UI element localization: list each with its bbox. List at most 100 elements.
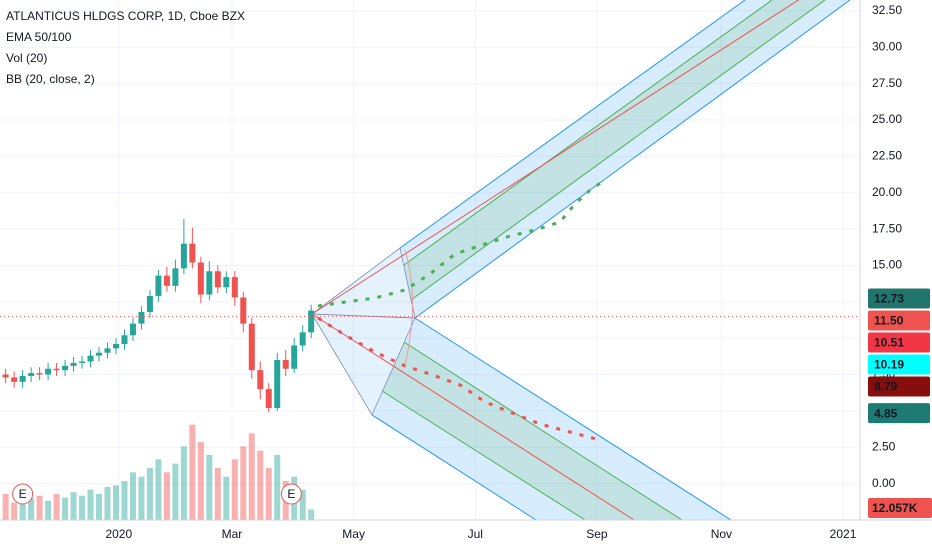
- candle-body: [308, 310, 315, 333]
- candle-body: [172, 268, 179, 286]
- event-marker: [12, 483, 34, 505]
- indicator-label: BB (20, close, 2): [6, 72, 95, 86]
- volume-bar: [28, 498, 35, 520]
- grid: [0, 0, 860, 520]
- y-tick-label: 20.00: [872, 185, 902, 199]
- volume-bar: [104, 487, 111, 520]
- volume-bar: [274, 455, 281, 520]
- candle-body: [299, 332, 306, 346]
- candle-body: [214, 271, 221, 288]
- candle-body: [146, 296, 153, 312]
- x-tick-label: Jul: [468, 527, 483, 541]
- candle-body: [36, 373, 43, 375]
- x-tick-label: Nov: [711, 527, 732, 541]
- candle-body: [248, 323, 255, 371]
- lower-pitchfork: [311, 249, 732, 521]
- volume-bar: [240, 446, 247, 520]
- x-tick-label: 2020: [105, 527, 132, 541]
- event-label: E: [287, 487, 295, 501]
- upper-pitchfork: [310, 0, 851, 319]
- chart-title: ATLANTICUS HLDGS CORP, 1D, Cboe BZX: [6, 9, 245, 23]
- volume-bar: [138, 476, 145, 520]
- candle-body: [265, 389, 272, 408]
- price-label-bg: [868, 354, 930, 375]
- event-marker: [280, 483, 302, 505]
- projection-down: [317, 316, 601, 442]
- volume-bar: [180, 446, 187, 520]
- x-tick-label: Sep: [586, 527, 608, 541]
- volume-bar: [189, 424, 196, 520]
- volume-label: 12.057K: [872, 501, 918, 515]
- volume-bar: [231, 459, 238, 520]
- volume-bar: [172, 463, 179, 520]
- price-label: 8.79: [874, 380, 898, 394]
- candle-body: [112, 344, 119, 349]
- candle-body: [70, 362, 77, 366]
- price-label: 11.50: [874, 314, 904, 328]
- indicator-label: Vol (20): [6, 51, 47, 65]
- volume-label-bg: [868, 498, 932, 518]
- lower-fork-green: [381, 390, 586, 521]
- volume-bar: [257, 450, 264, 520]
- volume-bar: [214, 468, 221, 520]
- candle-body: [2, 374, 9, 378]
- x-tick-label: Mar: [222, 527, 243, 541]
- volume-bar: [299, 489, 306, 520]
- candle-body: [28, 373, 35, 376]
- y-tick-label: 15.00: [872, 258, 902, 272]
- candle-body: [138, 312, 145, 324]
- event-label: E: [19, 487, 27, 501]
- y-tick-label: 25.00: [872, 112, 902, 126]
- candle-body: [163, 275, 170, 286]
- upper-fork-green: [410, 0, 826, 301]
- y-tick-label: 22.50: [872, 149, 902, 163]
- volume-bar: [36, 495, 43, 520]
- x-tick-label: 2021: [830, 527, 857, 541]
- candle-body: [104, 348, 111, 353]
- price-label: 10.51: [874, 336, 904, 350]
- volume-bar: [265, 468, 272, 520]
- volume-bar: [19, 489, 26, 520]
- projection-up: [317, 178, 606, 308]
- upper-fork-inner: [404, 0, 825, 300]
- upper-fork-band: [400, 0, 850, 318]
- lower-fork-inner: [382, 342, 682, 520]
- price-label: 10.19: [874, 358, 904, 372]
- upper-fork-edge: [414, 0, 851, 319]
- volume-bar: [206, 455, 213, 520]
- candle-body: [180, 243, 187, 269]
- volume-bar: [163, 472, 170, 520]
- volume-bar: [248, 433, 255, 520]
- candle-body: [129, 323, 136, 336]
- lower-fork-band: [372, 318, 731, 520]
- upper-fork-green: [403, 0, 773, 266]
- y-tick-label: 27.50: [872, 76, 902, 90]
- upper-fork-median: [311, 0, 800, 315]
- candle-body: [291, 345, 298, 369]
- candle-body: [240, 297, 247, 324]
- y-tick-label: 17.50: [872, 221, 902, 235]
- volume-bar: [2, 494, 9, 520]
- x-tick-label: May: [342, 527, 365, 541]
- candle-body: [87, 355, 94, 362]
- volume-bar: [11, 502, 18, 520]
- price-label-bg: [868, 376, 930, 397]
- volume-bar: [96, 494, 103, 520]
- price-label-bg: [868, 288, 930, 309]
- volume-bar: [79, 495, 86, 520]
- indicator-label: EMA 50/100: [6, 30, 72, 44]
- candle-body: [53, 368, 60, 371]
- upper-fork-edge: [399, 0, 746, 249]
- candle-body: [19, 376, 26, 382]
- lower-fork-edge: [414, 317, 732, 521]
- volume-bar: [62, 497, 69, 520]
- price-label: 4.85: [874, 406, 898, 420]
- candle-body: [79, 361, 86, 363]
- candle-body: [206, 271, 213, 295]
- y-tick-label: 30.00: [872, 39, 902, 53]
- candle-body: [231, 277, 238, 298]
- candle-body: [274, 360, 281, 408]
- candle-body: [282, 360, 289, 369]
